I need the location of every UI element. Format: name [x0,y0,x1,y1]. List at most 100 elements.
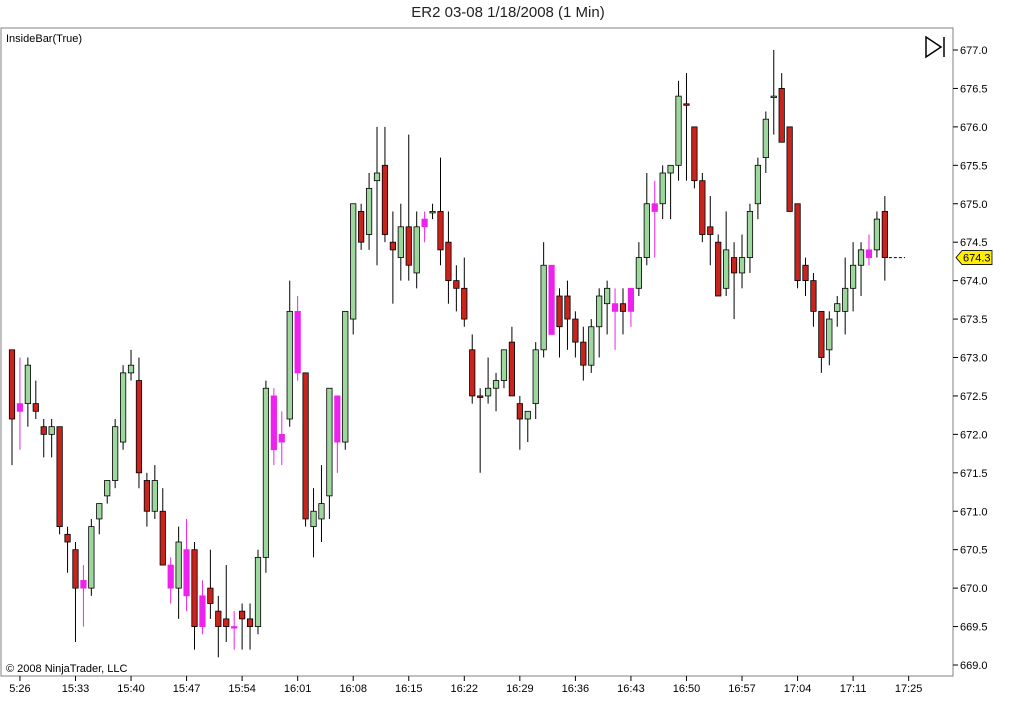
candle-body [262,387,270,558]
candle [723,211,730,296]
candle [778,73,785,143]
candle [286,280,293,427]
candle [318,465,325,542]
candle-body [16,403,24,412]
candle [72,542,79,642]
candle [223,565,230,642]
candle [675,80,682,181]
candle [262,380,270,573]
candle-body [350,203,357,320]
candle-body [223,618,230,627]
candle-body [611,303,619,312]
y-tick-label: 670.0 [960,583,988,595]
candle [500,349,508,389]
y-tick-label: 677.0 [960,45,988,57]
candle-body [778,88,785,143]
candle-body [167,564,174,589]
candle-body [683,103,690,106]
candle [326,387,333,519]
candle-body [699,180,706,235]
plot-area[interactable] [0,27,954,677]
candle [24,357,31,427]
x-tick-label: 16:01 [284,683,312,695]
candle-body [365,187,373,235]
y-tick-label: 675.5 [960,160,988,172]
candle-body [397,226,404,258]
candle-body [32,403,39,412]
candle [294,296,301,381]
candle [48,419,55,458]
candle [191,542,198,650]
x-tick-label: 16:15 [395,683,423,695]
candle [135,357,143,489]
candle-body [64,533,71,543]
candle [707,196,714,266]
candle [572,311,579,358]
candle [215,595,222,658]
candle [548,264,555,335]
candle-body [588,326,595,366]
candle-body [278,433,285,443]
candle [445,211,452,304]
candle-body [508,341,516,397]
candle [8,349,16,466]
candle-body [246,618,254,627]
candle [786,126,793,212]
candle [746,203,754,273]
candle [818,310,825,373]
candle [310,488,317,558]
y-tick-label: 676.0 [960,122,988,134]
candle [278,411,285,466]
candle-body [842,287,849,312]
candle [231,611,238,650]
candle-body [215,610,222,627]
candle [588,319,595,373]
candle [850,242,857,312]
y-tick-label: 669.5 [960,622,988,634]
last-price-marker: 674.3 [955,250,993,265]
candle [802,257,809,296]
candle [667,164,674,220]
candle-body [469,349,476,397]
candle-body [8,349,16,420]
candle [834,296,841,327]
candle-body [358,211,365,243]
candle [699,173,706,243]
candle-body [373,172,381,182]
candle-body [381,164,389,235]
candle [715,234,722,297]
candle-body [302,372,309,520]
candle-body [604,287,611,305]
candle [350,203,357,335]
candle-body [453,280,460,289]
y-tick-label: 669.0 [960,660,988,672]
candle [175,526,182,619]
x-tick-label: 15:47 [173,683,201,695]
candle-body [881,211,888,258]
candle-body [635,257,642,289]
candle [842,257,849,335]
candle-body [691,126,698,182]
candle [80,565,87,627]
candle-body [445,241,452,282]
candle-body [56,426,63,528]
candle [151,465,158,519]
candle-body [667,164,674,174]
candle [516,395,523,450]
candle [477,388,484,473]
candle [627,287,635,327]
candle [492,372,500,412]
candle-body [786,126,793,212]
candle-body [254,556,262,627]
candle [738,234,746,289]
candle-body [596,295,603,328]
candle-body [342,310,349,443]
candle-body [151,480,158,512]
x-tick-label: 15:40 [117,683,145,695]
x-tick-label: 5:26 [9,683,30,695]
candle-body [619,303,627,312]
candle-body [659,172,666,205]
play-pause-icon[interactable] [925,35,945,59]
candle [56,426,63,535]
